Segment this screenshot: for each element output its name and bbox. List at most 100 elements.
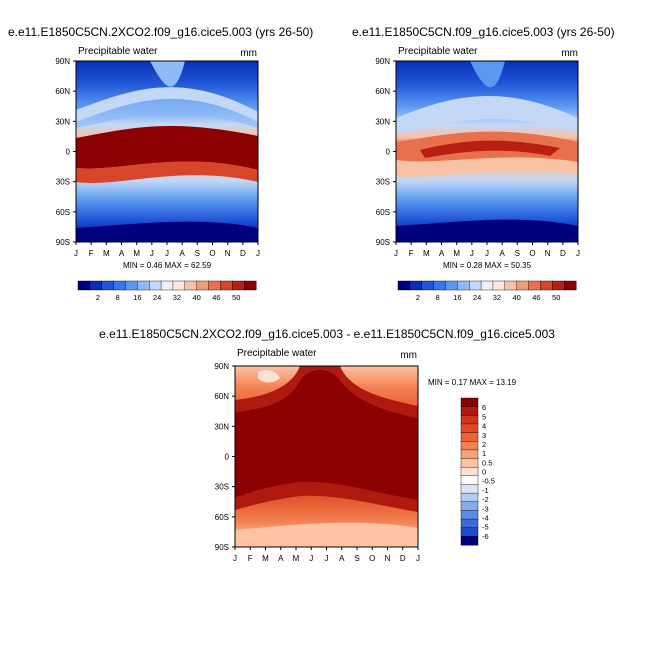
panel-1-variable-label: Precipitable water (78, 46, 158, 57)
panel-2-colorbar-label: 46 (532, 293, 540, 302)
panel-3-xtick-label: S (354, 554, 359, 563)
panel-3-xtick-label: J (325, 554, 329, 563)
panel-3-min-max: MIN = 0.17 MAX = 13.19 (428, 378, 517, 387)
panel-2-polar-n-bump (470, 61, 505, 88)
panel-3-ytick-label: 0 (225, 453, 230, 462)
panel-3-ytick-label: 60N (214, 392, 229, 401)
panel-1-ytick-label: 30N (55, 117, 70, 126)
panel-3: e.e11.E1850C5CN.2XCO2.f09_g16.cice5.003 … (99, 327, 555, 563)
panel-3-tropical-max (235, 369, 418, 500)
panel-3-colorbar-swatch (460, 510, 479, 520)
panel-3-xtick-label: D (400, 554, 406, 563)
panel-3-colorbar-swatch (460, 484, 479, 494)
panel-3-colorbar-label: -1 (482, 486, 489, 495)
panel-2-xtick-label: O (529, 249, 535, 258)
panel-3-colorbar-label: 6 (482, 403, 486, 412)
panel-3-colorbar-label: 0.5 (482, 458, 492, 467)
panel-3-colorbar-swatch (460, 415, 479, 425)
panel-3-xtick-label: M (262, 554, 269, 563)
panel-2-colorbar-label: 24 (473, 293, 481, 302)
panel-1-colorbar-swatch (196, 280, 210, 291)
panel-3-xtick-label: N (385, 554, 391, 563)
panel-2-ytick-label: 60N (375, 87, 390, 96)
panel-2-colorbar-swatch (480, 280, 494, 291)
panel-1-colorbar-label: 2 (96, 293, 100, 302)
panel-2-band-n (396, 95, 578, 134)
panel-3-xtick-label: J (309, 554, 313, 563)
panel-3-colorbar-swatch (460, 397, 479, 408)
panel-3-colorbar-label: -4 (482, 513, 489, 522)
panel-1-colorbar-swatch (113, 280, 126, 291)
panel-2-units-label: mm (561, 48, 578, 59)
panel-2-colorbar-swatch (421, 280, 435, 291)
panel-1-colorbar-swatch (172, 280, 186, 291)
panel-3-colorbar-swatch (460, 492, 479, 503)
panel-2: e.e11.E1850C5CN.f09_g16.cice5.003 (yrs 2… (352, 25, 615, 302)
panel-2-plot-area (395, 60, 579, 243)
panel-2-colorbar-swatch (433, 280, 446, 291)
panel-1-colorbar-label: 16 (133, 293, 141, 302)
panel-2-colorbar-swatch (409, 280, 423, 291)
panel-3-colorbar-swatch (460, 475, 479, 485)
panel-3-colorbar-label: -3 (482, 504, 489, 513)
panel-1-colorbar-swatch (220, 280, 233, 291)
panel-3-plot-area (234, 365, 419, 548)
panel-2-min-max: MIN = 0.28 MAX = 50.35 (443, 261, 532, 270)
panel-2-ytick-label: 30S (376, 178, 390, 187)
panel-3-colorbar-swatch (460, 406, 479, 416)
panel-3-colorbar-swatch (460, 518, 479, 529)
panel-3-polar-s (235, 522, 418, 547)
panel-1-xtick-label: O (209, 249, 215, 258)
panel-1-ytick-label: 60S (56, 208, 70, 217)
panel-1-band-n2 (76, 87, 258, 122)
panel-3-colorbar-label: 3 (482, 431, 486, 440)
panel-1-colorbar-swatch (160, 280, 174, 291)
panel-1-colorbar-swatch (184, 280, 198, 291)
panel-2-colorbar-label: 16 (453, 293, 461, 302)
panel-3-colorbar-swatch (460, 458, 479, 468)
panel-3-xtick-label: O (369, 554, 375, 563)
panel-1-xtick-label: S (195, 249, 200, 258)
panel-3-colorbar-label: -0.5 (482, 477, 495, 486)
panel-2-xtick-label: F (409, 249, 414, 258)
panel-2-colorbar-swatch (528, 280, 541, 291)
panel-2-colorbar-label: 40 (512, 293, 520, 302)
panel-2-colorbar-label: 2 (416, 293, 420, 302)
panel-1-polar-s (76, 221, 258, 242)
panel-1-colorbar-label: 40 (192, 293, 200, 302)
panel-2-colorbar-swatch (492, 280, 506, 291)
panel-3-xtick-label: F (248, 554, 253, 563)
panel-2-colorbar: 2 8 16 24 32 40 46 50 (397, 280, 577, 302)
panel-2-colorbar-label: 50 (552, 293, 560, 302)
panel-1-xtick-label: M (133, 249, 140, 258)
panel-3-colorbar-swatch (460, 501, 479, 511)
panel-3-ytick-label: 90N (214, 362, 229, 371)
panel-1-colorbar-swatch (77, 280, 91, 291)
panel-3-xtick-label: A (339, 554, 345, 563)
panel-2-ytick-label: 30N (375, 117, 390, 126)
panel-1-polar-n-bump (150, 61, 185, 87)
panel-2-xtick-label: J (485, 249, 489, 258)
panel-1-colorbar-label: 46 (212, 293, 220, 302)
panel-2-xtick-label: J (470, 249, 474, 258)
panel-3-title: e.e11.E1850C5CN.2XCO2.f09_g16.cice5.003 … (99, 327, 555, 341)
panel-2-colorbar-swatch (504, 280, 518, 291)
panel-1-y-axis: 90N 60N 30N 0 30S 60S 90S (55, 57, 76, 247)
panel-2-xtick-label: J (394, 249, 398, 258)
panel-3-colorbar-swatch (460, 449, 479, 460)
panel-2-colorbar-swatch (445, 280, 458, 291)
panel-2-xtick-label: S (515, 249, 520, 258)
panel-3-xtick-label: J (233, 554, 237, 563)
panel-1-xtick-label: J (256, 249, 260, 258)
panel-3-band-n1 (235, 366, 418, 418)
panel-1-min-max: MIN = 0.46 MAX = 62.59 (123, 261, 212, 270)
panel-1-xtick-label: M (103, 249, 110, 258)
panel-2-tropical-max (420, 140, 560, 158)
panel-3-colorbar-label: 2 (482, 440, 486, 449)
panel-2-polar-s (396, 219, 578, 242)
panel-2-colorbar-label: 8 (435, 293, 439, 302)
panel-3-units-label: mm (400, 350, 417, 361)
